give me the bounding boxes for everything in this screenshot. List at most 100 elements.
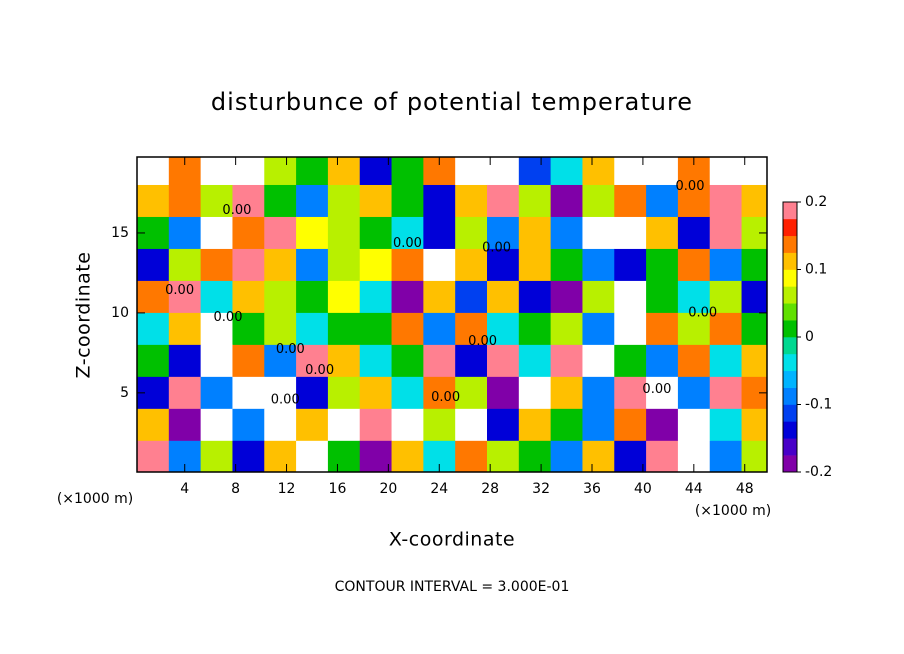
cell [455, 376, 488, 410]
cell [582, 408, 615, 442]
cell [614, 216, 647, 250]
cell [359, 184, 393, 218]
cell [487, 408, 520, 442]
cell [455, 440, 488, 472]
cell [518, 408, 552, 442]
cell [614, 408, 647, 442]
cell [487, 184, 520, 218]
cell [646, 248, 679, 282]
cell [296, 280, 329, 314]
cell [264, 312, 297, 346]
colorbar-band [783, 404, 797, 422]
cell [296, 312, 329, 346]
contour-label: 0.00 [431, 390, 460, 405]
cell [518, 280, 552, 314]
cell [296, 216, 329, 250]
cell [137, 248, 170, 282]
cell [487, 312, 520, 346]
cell [677, 408, 711, 442]
x-tick-label: 36 [583, 481, 601, 497]
cell [677, 312, 711, 346]
cell [582, 376, 615, 410]
cell [614, 157, 647, 186]
cell [518, 216, 552, 250]
cell [264, 184, 297, 218]
cell [614, 312, 647, 346]
cell [741, 408, 767, 442]
cell [391, 216, 424, 250]
cell [232, 157, 265, 186]
cell [232, 216, 265, 250]
chart-title: disturbunce of potential temperature [211, 88, 693, 116]
cell [518, 157, 552, 186]
colorbar-tick-label: -0.2 [805, 464, 832, 480]
cell [677, 216, 711, 250]
cell [327, 216, 361, 250]
cell [487, 216, 520, 250]
cell [359, 376, 393, 410]
colorbar-band [783, 337, 797, 355]
cell [423, 344, 456, 378]
cell [200, 408, 233, 442]
cell [455, 184, 488, 218]
cell [391, 312, 424, 346]
colorbar-band [783, 235, 797, 253]
cell [296, 248, 329, 282]
cell [200, 376, 233, 410]
colorbar-tick-label: 0 [805, 329, 814, 345]
cell [391, 184, 424, 218]
x-tick-label: 4 [180, 481, 189, 497]
cell [264, 216, 297, 250]
x-tick-label: 16 [329, 481, 347, 497]
cell [327, 408, 361, 442]
cell [487, 280, 520, 314]
cell [200, 248, 233, 282]
cell [137, 184, 170, 218]
cell [296, 184, 329, 218]
x-tick-label: 24 [430, 481, 448, 497]
colorbar-band [783, 370, 797, 388]
colorbar-band [783, 202, 797, 220]
cell [296, 440, 329, 472]
cell [200, 216, 233, 250]
cell [232, 344, 265, 378]
cell [614, 184, 647, 218]
cell [359, 344, 393, 378]
y-tick-label: 10 [111, 305, 129, 321]
colorbar-tick-label: -0.1 [805, 397, 832, 413]
cell [709, 248, 743, 282]
cell [646, 216, 679, 250]
x-tick-label: 20 [379, 481, 397, 497]
cell [423, 408, 456, 442]
cell [677, 376, 711, 410]
cell [550, 216, 583, 250]
cell [359, 157, 393, 186]
cell [614, 248, 647, 282]
cell [327, 280, 361, 314]
cell [327, 312, 361, 346]
cell [391, 157, 424, 186]
cell [550, 280, 583, 314]
x-unit-label: (×1000 m) [695, 503, 771, 519]
colorbar-tick-label: 0.2 [805, 194, 827, 210]
cell [264, 344, 297, 378]
cell [518, 440, 552, 472]
cell [168, 376, 202, 410]
colorbar-band [783, 303, 797, 321]
colorbar-band [783, 269, 797, 287]
cell [200, 184, 233, 218]
contour-label: 0.00 [214, 310, 243, 325]
cell [518, 248, 552, 282]
cell [582, 440, 615, 472]
contour-label: 0.00 [276, 342, 305, 357]
cell [646, 344, 679, 378]
contour-label: 0.00 [393, 236, 422, 251]
cell [232, 312, 265, 346]
contour-label: 0.00 [688, 305, 717, 320]
cell [550, 408, 583, 442]
cell [423, 248, 456, 282]
cell [264, 157, 297, 186]
cell [137, 440, 170, 472]
cell [646, 376, 679, 410]
